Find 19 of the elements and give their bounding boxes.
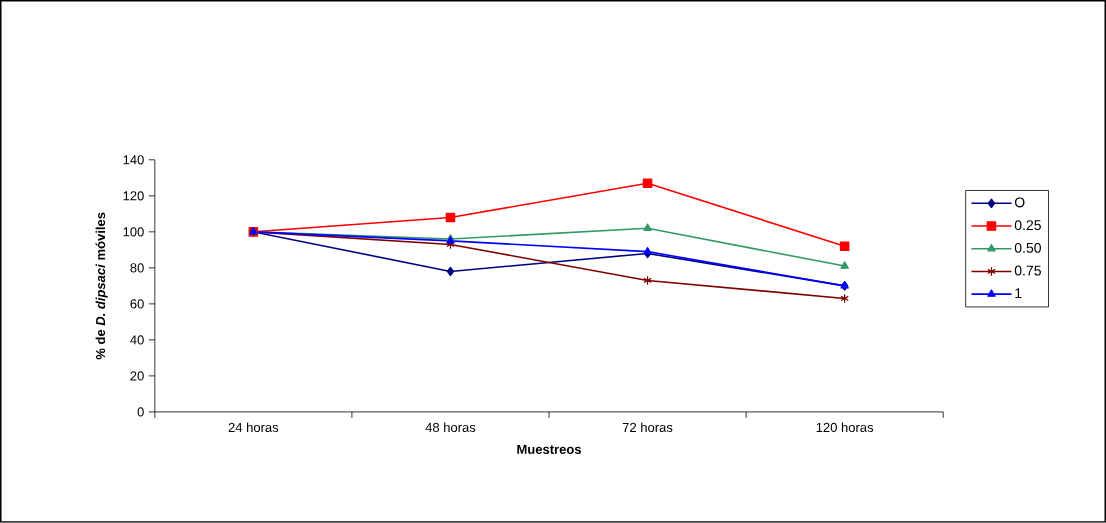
y-tick-label: 40: [130, 335, 144, 345]
x-tick-label: 24 horas: [228, 422, 279, 433]
y-tick-label: 100: [123, 227, 144, 237]
x-axis-title: Muestreos: [517, 445, 581, 455]
y-tick-label: 20: [130, 371, 144, 381]
x-tick-label: 48 horas: [425, 422, 476, 433]
legend-label: O: [1014, 197, 1025, 208]
y-tick-label: 120: [123, 191, 144, 201]
y-tick-label: 140: [123, 155, 144, 165]
y-axis-title: % de D. dipsaci móviles: [95, 212, 108, 360]
x-tick-label: 72 horas: [622, 422, 673, 433]
y-tick-label: 60: [130, 299, 144, 309]
x-tick-label: 120 horas: [816, 422, 874, 433]
y-tick-label: 0: [137, 407, 144, 417]
legend-label: 0.50: [1014, 243, 1041, 253]
legend-label: 0.75: [1014, 265, 1041, 276]
legend-label: 1: [1015, 288, 1022, 299]
y-tick-label: 80: [130, 263, 144, 273]
legend-label: 0.25: [1014, 220, 1041, 231]
